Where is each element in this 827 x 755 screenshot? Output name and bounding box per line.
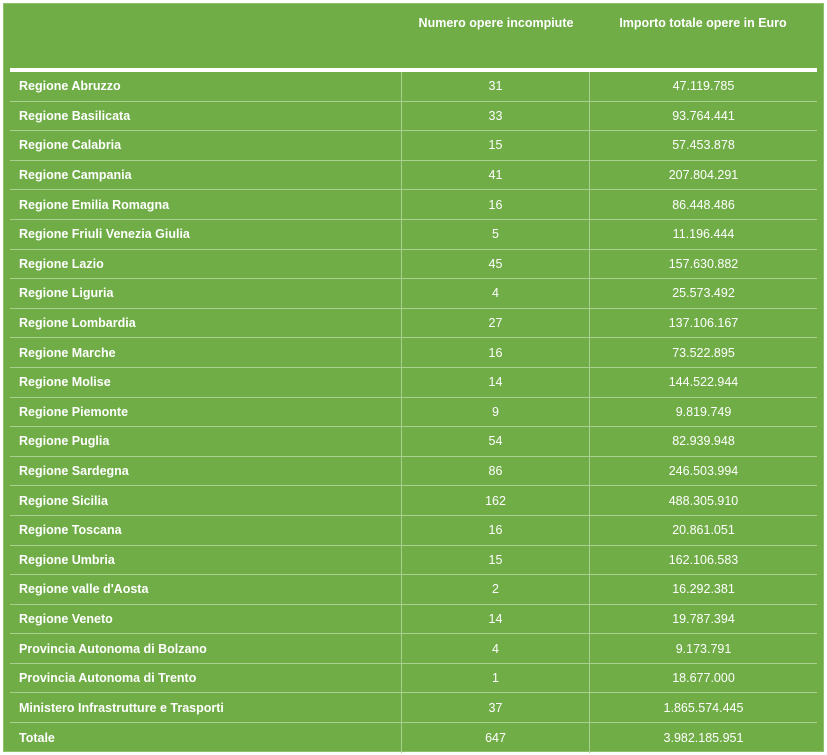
row-entity-name: Regione Sicilia [10,486,402,515]
row-count: 16 [402,515,590,545]
table-row: Regione Puglia 54 82.939.948 [10,427,817,457]
table-header: Numero opere incompiute Importo totale o… [4,4,823,68]
row-entity-name: Regione Friuli Venezia Giulia [10,219,402,249]
header-amount: Importo totale opere in Euro [619,16,787,30]
table-row: Regione Molise 14 144.522.944 [10,367,817,398]
table-row: Regione Piemonte 9 9.819.749 [10,397,817,428]
table-body: Regione Abruzzo 31 47.119.785 Regione Basil… [10,72,817,753]
row-count: 647 [402,723,590,753]
row-amount: 157.630.882 [668,256,739,271]
row-amount: 25.573.492 [672,286,735,301]
row-count: 162 [402,486,590,515]
row-count: 16 [402,190,590,219]
row-count: 1 [402,663,590,693]
row-amount: 86.448.486 [672,197,735,212]
row-amount: 47.119.785 [672,79,735,94]
table-row: Regione Sicilia 162 488.305.910 [10,486,817,516]
header-divider [10,68,817,72]
row-count: 5 [402,219,590,249]
table-row: Regione Lazio 45 157.630.882 [10,249,817,280]
table-row: Regione valle d'Aosta 2 16.292.381 [10,575,817,605]
row-amount: 11.196.444 [672,227,735,242]
row-amount: 82.939.948 [672,434,735,449]
table-row: Regione Campania 41 207.804.291 [10,160,817,191]
row-entity-name: Regione Molise [10,367,402,397]
row-entity-name: Regione Toscana [10,515,402,545]
row-count: 16 [402,338,590,367]
row-entity-name: Regione Lazio [10,249,402,279]
row-entity-name: Regione Liguria [10,279,402,308]
row-entity-name: Regione Piemonte [10,397,402,427]
row-entity-name: Provincia Autonoma di Bolzano [10,634,402,663]
table-row: Regione Umbria 15 162.106.583 [10,545,817,576]
row-amount: 207.804.291 [668,168,739,183]
incomplete-works-table: Numero opere incompiute Importo totale o… [3,3,824,753]
row-amount: 20.861.051 [672,523,735,538]
header-count: Numero opere incompiute [418,16,574,30]
row-amount: 246.503.994 [668,464,739,479]
table-row: Regione Marche 16 73.522.895 [10,338,817,368]
row-amount: 3.982.185.951 [663,730,744,745]
row-entity-name: Regione Calabria [10,131,402,160]
row-count: 27 [402,308,590,338]
row-amount: 9.173.791 [675,641,732,656]
row-count: 86 [402,456,590,486]
table-row: Provincia Autonoma di Bolzano 4 9.173.791 [10,634,817,664]
row-count: 4 [402,634,590,663]
table-row: Regione Toscana 16 20.861.051 [10,515,817,546]
table-row: Regione Abruzzo 31 47.119.785 [10,72,817,102]
row-entity-name: Regione Puglia [10,427,402,456]
row-amount: 137.106.167 [668,316,739,331]
row-entity-name: Regione Abruzzo [10,72,402,101]
row-amount: 57.453.878 [672,138,735,153]
row-entity-name: Regione Campania [10,160,402,190]
table-row: Regione Lombardia 27 137.106.167 [10,308,817,339]
row-count: 14 [402,604,590,634]
table-row: Regione Liguria 4 25.573.492 [10,279,817,309]
table-row: Regione Basilicata 33 93.764.441 [10,101,817,132]
row-amount: 16.292.381 [672,582,735,597]
row-amount: 73.522.895 [672,345,735,360]
table-row: Provincia Autonoma di Trento 1 18.677.000 [10,663,817,694]
row-amount: 144.522.944 [668,375,739,390]
row-count: 15 [402,131,590,160]
row-count: 2 [402,575,590,604]
table-row: Regione Friuli Venezia Giulia 5 11.196.444 [10,219,817,250]
row-amount: 9.819.749 [675,404,732,419]
row-entity-name: Regione Veneto [10,604,402,634]
row-amount: 93.764.441 [672,108,735,123]
row-count: 41 [402,160,590,190]
row-entity-name: Regione valle d'Aosta [10,575,402,604]
row-entity-name: Regione Umbria [10,545,402,575]
table-row: Regione Calabria 15 57.453.878 [10,131,817,161]
row-count: 45 [402,249,590,279]
row-count: 14 [402,367,590,397]
table-row: Totale 647 3.982.185.951 [10,723,817,753]
table-row: Regione Sardegna 86 246.503.994 [10,456,817,487]
row-entity-name: Regione Marche [10,338,402,367]
row-count: 15 [402,545,590,575]
row-amount: 1.865.574.445 [663,700,744,715]
row-amount: 162.106.583 [668,552,739,567]
row-count: 9 [402,397,590,427]
table-row: Regione Emilia Romagna 16 86.448.486 [10,190,817,220]
table-row: Ministero Infrastrutture e Trasporti 37 1.… [10,693,817,724]
row-entity-name: Totale [10,723,402,753]
row-count: 54 [402,427,590,456]
row-entity-name: Provincia Autonoma di Trento [10,663,402,693]
row-count: 33 [402,101,590,131]
row-entity-name: Regione Sardegna [10,456,402,486]
row-count: 4 [402,279,590,308]
row-entity-name: Regione Basilicata [10,101,402,131]
row-entity-name: Regione Lombardia [10,308,402,338]
row-amount: 18.677.000 [672,671,735,686]
row-entity-name: Ministero Infrastrutture e Trasporti [10,693,402,723]
row-count: 31 [402,72,590,101]
row-amount: 488.305.910 [668,493,739,508]
table-row: Regione Veneto 14 19.787.394 [10,604,817,635]
row-amount: 19.787.394 [672,611,735,626]
row-entity-name: Regione Emilia Romagna [10,190,402,219]
row-count: 37 [402,693,590,723]
